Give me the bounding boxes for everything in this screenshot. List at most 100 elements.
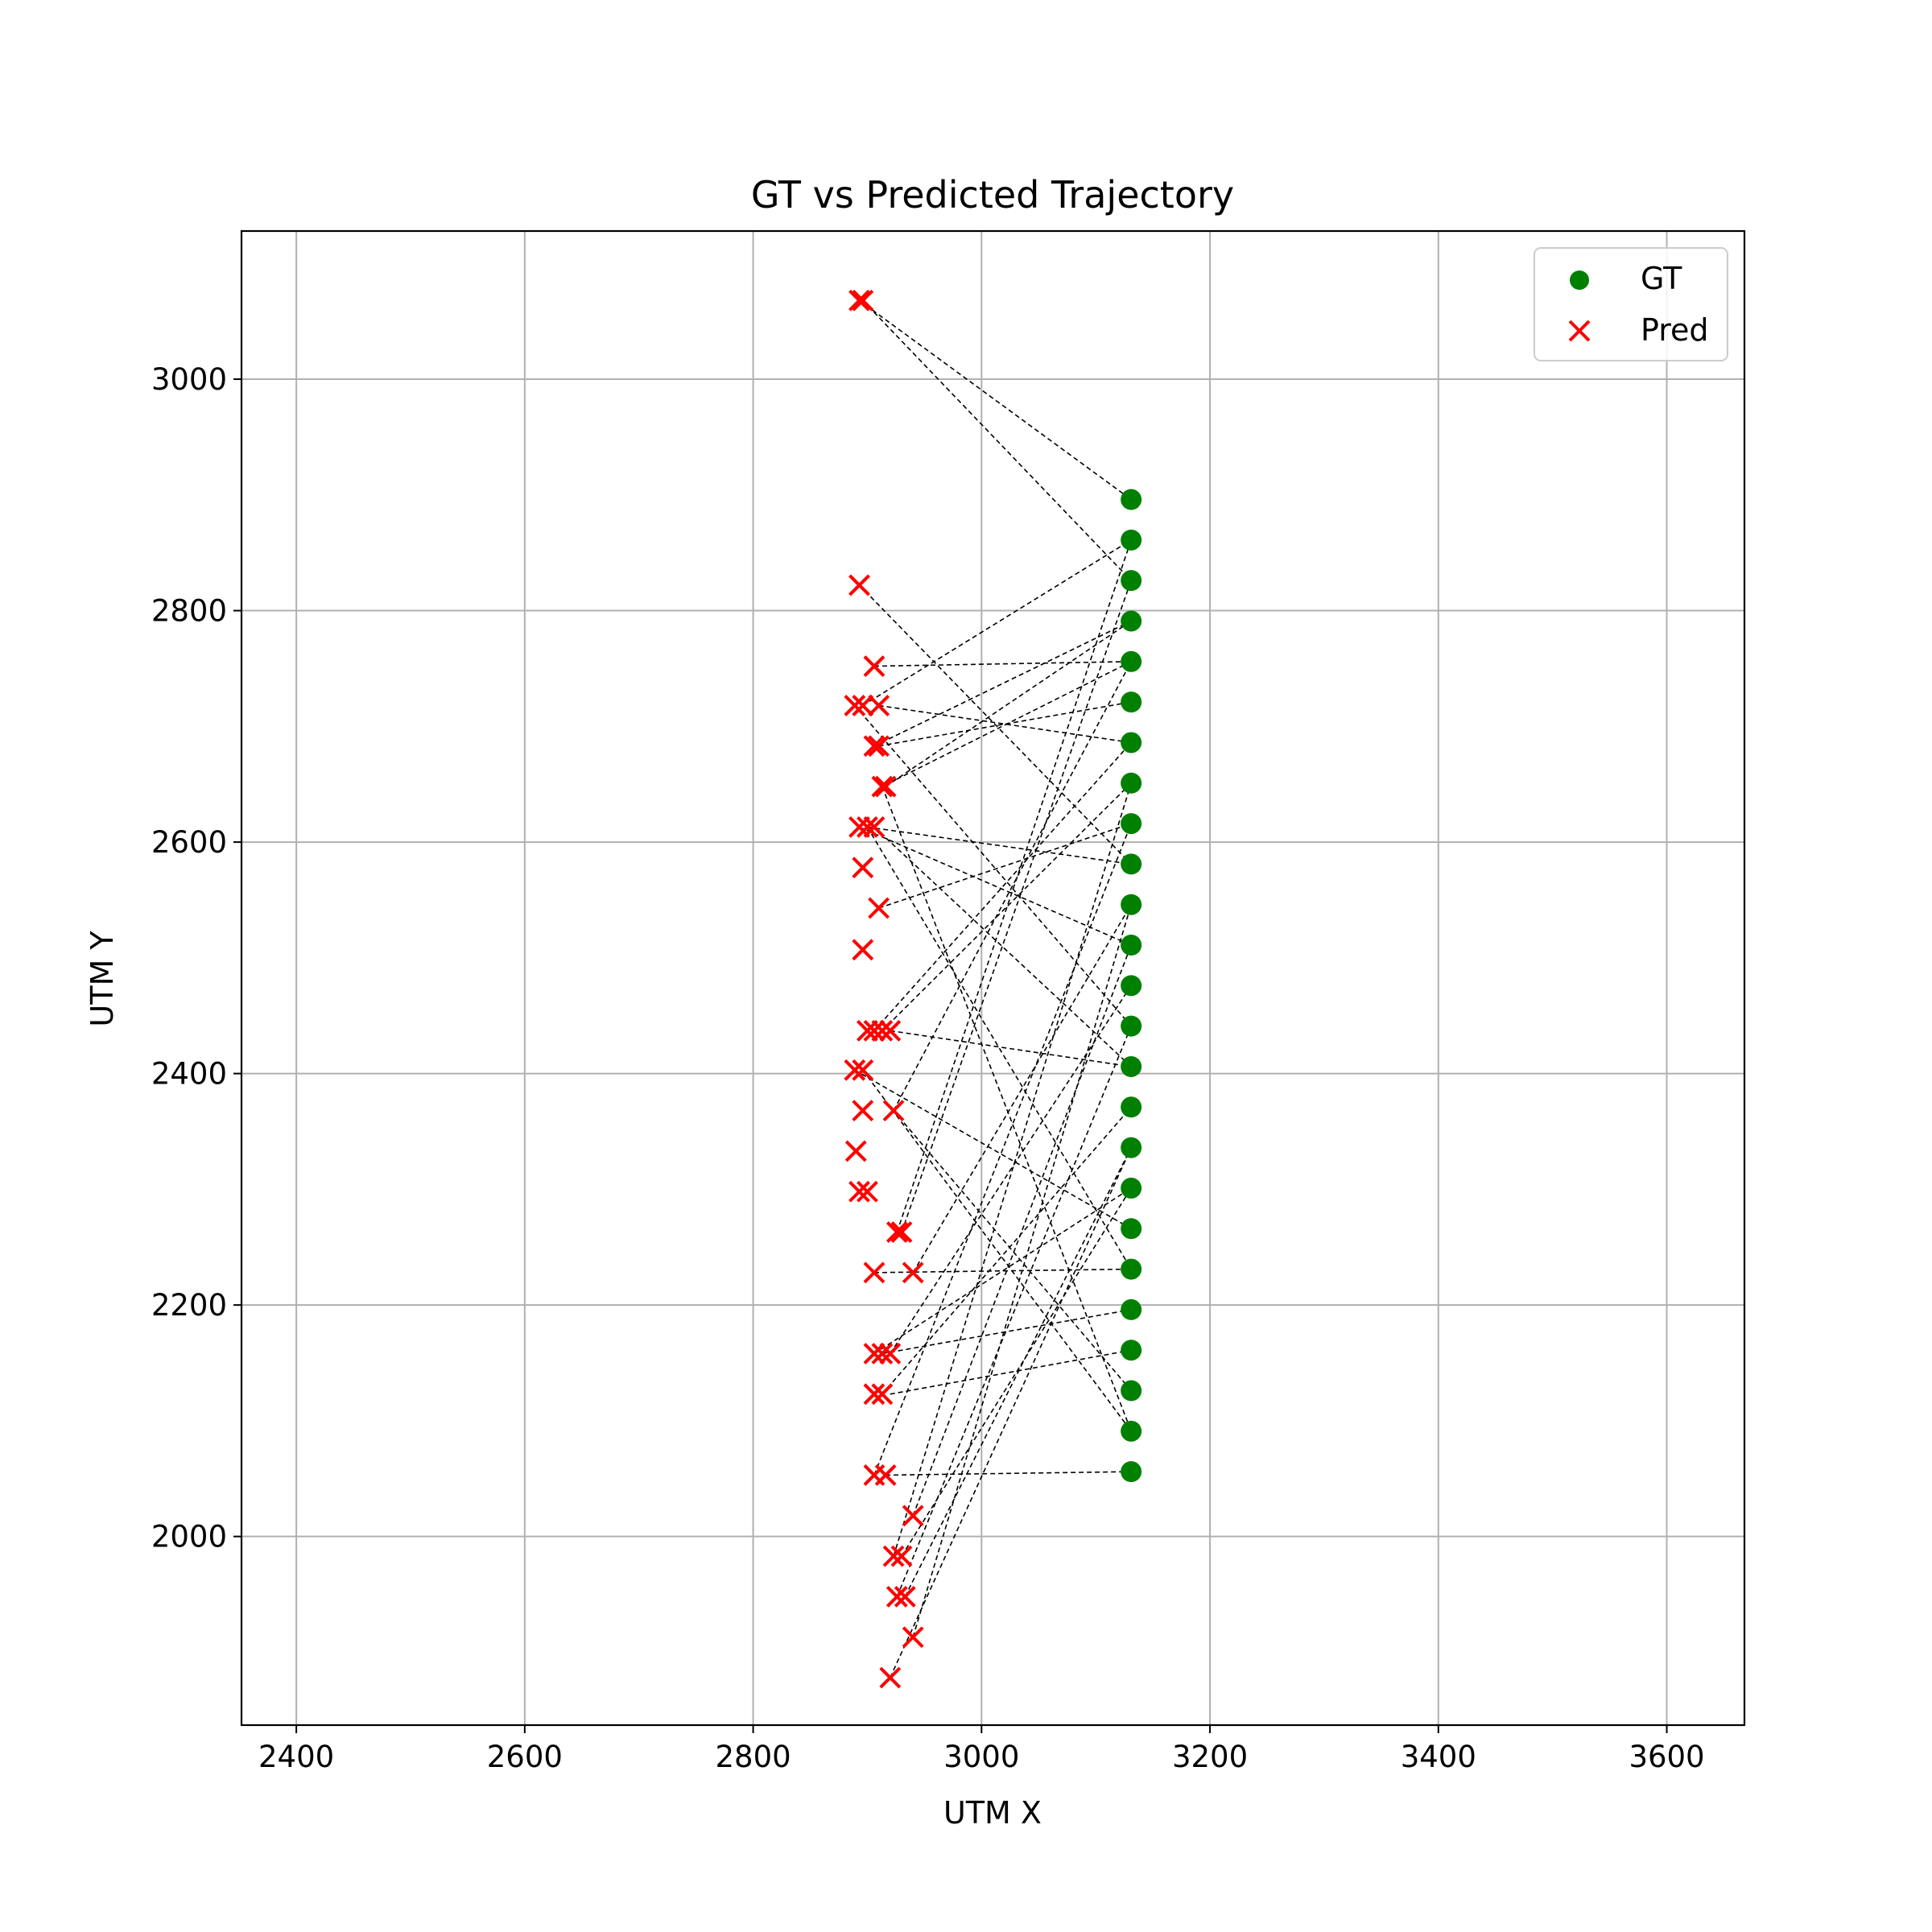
pred-point-stroke xyxy=(857,815,878,838)
gt-point xyxy=(1121,1298,1142,1320)
trajectory-link-line xyxy=(862,539,1132,707)
pred-point xyxy=(844,695,866,716)
pred-point-stroke xyxy=(863,815,886,838)
gt-point xyxy=(1121,1015,1142,1037)
gt-point xyxy=(1121,1420,1142,1442)
pred-point xyxy=(863,1343,886,1364)
gt-point xyxy=(1121,1177,1142,1199)
gt-point xyxy=(1121,853,1142,875)
trajectory-link-line xyxy=(893,1110,1132,1392)
pred-point xyxy=(879,1666,902,1689)
gt-points xyxy=(1121,489,1142,1483)
pred-point-stroke xyxy=(863,1343,886,1364)
x-tick-label: 3600 xyxy=(1629,1740,1704,1774)
pred-point-stroke xyxy=(882,1545,905,1567)
trajectory-link-line xyxy=(878,823,1132,909)
pred-point-stroke xyxy=(852,939,874,961)
gt-point xyxy=(1121,1380,1142,1402)
pred-point-stroke xyxy=(871,1343,894,1364)
pred-point-stroke xyxy=(863,735,886,758)
trajectory-link-line xyxy=(873,1187,1132,1355)
pred-point-stroke xyxy=(844,1059,866,1081)
trajectory-link-line xyxy=(901,580,1132,1232)
trajectory-link-line xyxy=(862,1069,1132,1432)
trajectory-link-line xyxy=(886,1471,1132,1476)
gt-point xyxy=(1121,1096,1142,1118)
legend-pred-label: Pred xyxy=(1641,312,1709,348)
trajectory-link-line xyxy=(896,539,1132,1232)
pred-point-stroke xyxy=(868,735,890,758)
trajectory-link-line xyxy=(912,904,1132,1637)
trajectory-link-line xyxy=(904,1147,1132,1597)
gt-point xyxy=(1121,610,1142,632)
trajectory-link-line xyxy=(881,782,1132,1031)
x-tick-label: 3000 xyxy=(943,1740,1019,1774)
gt-point xyxy=(1121,1218,1142,1240)
x-tick-label: 3200 xyxy=(1172,1740,1248,1774)
pred-point xyxy=(844,1059,866,1081)
gt-point xyxy=(1121,650,1142,672)
pred-point xyxy=(882,1100,905,1122)
trajectory-link-line xyxy=(858,584,1132,865)
pred-point-stroke xyxy=(868,695,890,716)
pred-point-stroke xyxy=(844,1140,867,1162)
gt-point xyxy=(1121,1055,1142,1077)
gt-point xyxy=(1121,489,1142,510)
pred-point-stroke xyxy=(879,1343,902,1364)
pred-point xyxy=(857,815,878,838)
pred-point-stroke xyxy=(852,695,874,716)
pred-point xyxy=(863,815,886,838)
pred-point xyxy=(857,1180,878,1203)
pred-point xyxy=(886,1586,908,1608)
axis-ticks: 2400 2600 2800 3000 3200 3400 3600 2000 2200 2400… xyxy=(151,362,1705,1774)
pred-point xyxy=(871,1019,894,1042)
pred-point-stroke xyxy=(871,775,894,798)
trajectory-link-line xyxy=(893,661,1132,1111)
pred-point xyxy=(848,289,870,312)
pred-point-stroke xyxy=(852,1059,874,1081)
pred-point-stroke xyxy=(863,1261,886,1284)
pred-point xyxy=(863,735,886,758)
trajectory-link-line xyxy=(854,704,1132,1027)
trajectory-link-line xyxy=(854,1069,1132,1229)
trajectory-link-line xyxy=(878,704,1132,744)
trajectory-link-line xyxy=(873,620,1132,747)
y-tick-label: 2800 xyxy=(151,594,227,629)
pred-points xyxy=(844,289,924,1689)
trajectory-link-line xyxy=(873,826,1132,1067)
y-tick-label: 2400 xyxy=(151,1057,227,1092)
pred-point-stroke xyxy=(890,1545,913,1567)
pred-point-stroke xyxy=(902,1261,924,1284)
pred-point-stroke xyxy=(882,1100,905,1122)
gt-point xyxy=(1121,1137,1142,1158)
pred-point xyxy=(852,695,874,716)
y-tick-label: 3000 xyxy=(151,362,227,397)
pred-point xyxy=(852,289,874,312)
pred-point-stroke xyxy=(874,775,897,798)
x-axis-label: UTM X xyxy=(943,1795,1042,1831)
gt-point xyxy=(1121,1258,1142,1280)
pred-point xyxy=(848,1180,870,1203)
trajectory-link-line xyxy=(862,299,1132,581)
pred-point-stroke xyxy=(879,1666,902,1689)
pred-point xyxy=(868,695,890,716)
pred-point xyxy=(868,897,890,919)
pred-point xyxy=(863,655,886,677)
pred-point-stroke xyxy=(879,1019,902,1042)
pred-point-stroke xyxy=(848,289,870,312)
y-tick-label: 2000 xyxy=(151,1520,227,1554)
trajectory-link-line xyxy=(881,661,1132,787)
pred-point-stroke xyxy=(848,574,870,597)
gt-point xyxy=(1121,772,1142,794)
pred-point xyxy=(844,1140,867,1162)
legend-pred-marker xyxy=(1568,320,1591,342)
chart-title: GT vs Predicted Trajectory xyxy=(751,173,1234,217)
pred-point-stroke xyxy=(871,1019,894,1042)
x-tick-label: 2600 xyxy=(487,1740,563,1774)
x-tick-label: 2800 xyxy=(715,1740,791,1774)
x-tick-label: 3400 xyxy=(1401,1740,1476,1774)
pred-point-stroke xyxy=(852,289,874,312)
pred-point xyxy=(874,1464,897,1486)
pred-point xyxy=(879,1019,902,1042)
